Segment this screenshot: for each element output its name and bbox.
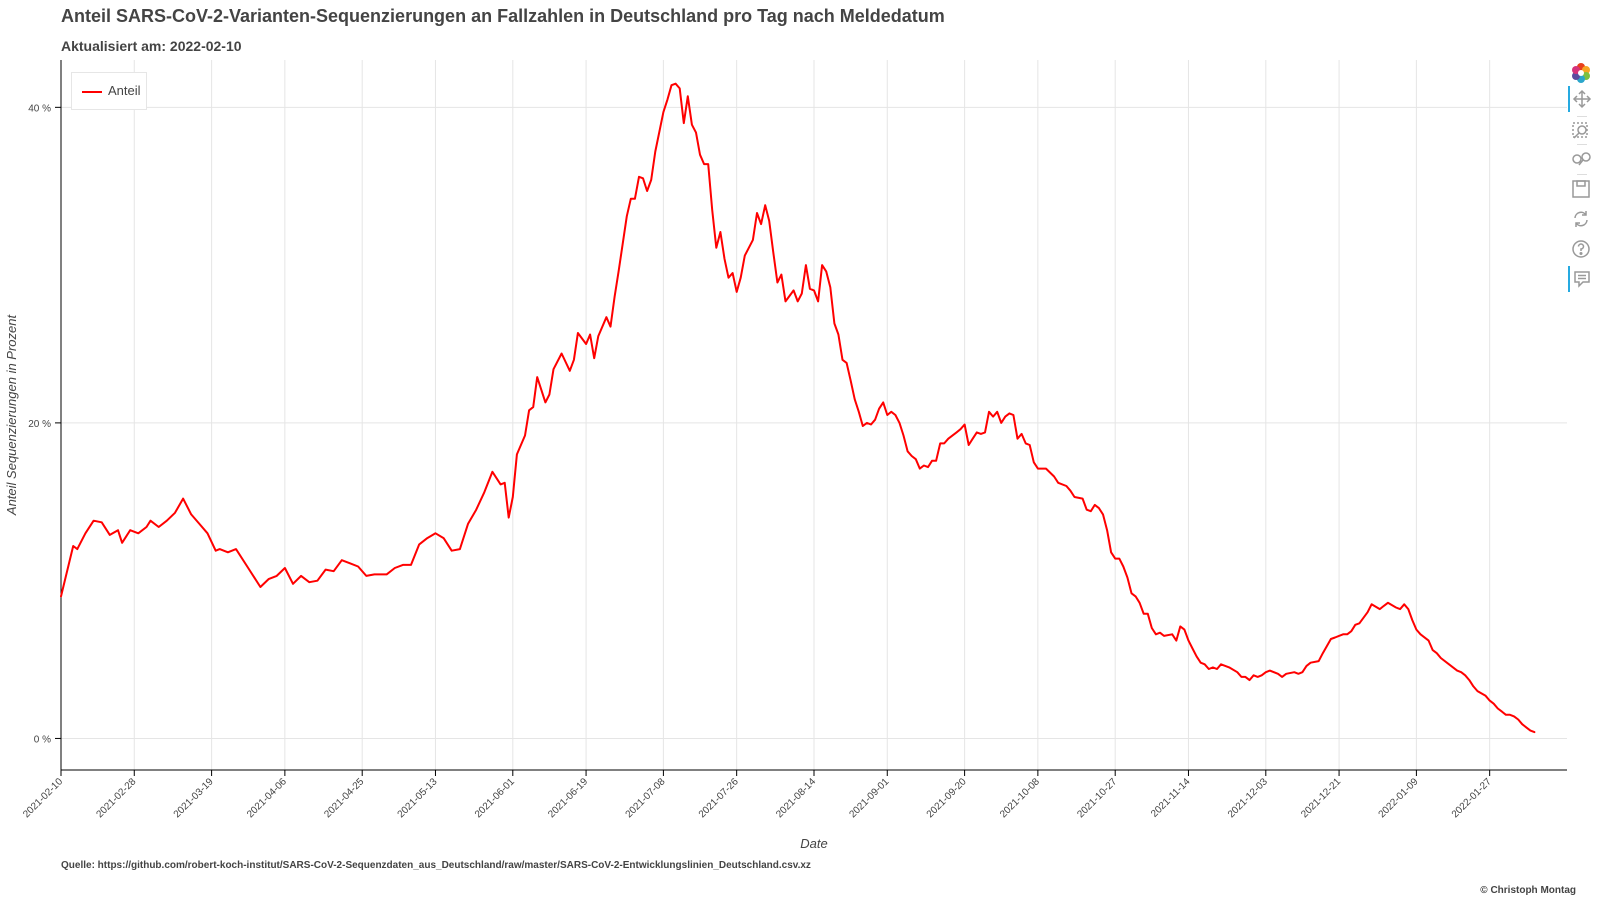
x-tick-label: 2021-12-03 (1226, 776, 1270, 820)
wheel-zoom-icon[interactable] (1568, 146, 1594, 172)
bokeh-logo-icon[interactable] (1568, 60, 1594, 86)
x-tick-label: 2022-01-09 (1377, 776, 1421, 820)
x-tick-label: 2021-07-26 (697, 776, 741, 820)
hover-icon[interactable] (1568, 266, 1596, 292)
chart-legend: Anteil (71, 72, 147, 110)
y-tick-label: 0 % (34, 734, 51, 745)
x-tick-label: 2021-04-06 (245, 776, 289, 820)
x-axis-title: Date (800, 836, 827, 851)
y-tick-label: 40 % (28, 103, 51, 114)
x-tick-label: 2021-10-27 (1075, 776, 1119, 820)
x-tick-label: 2021-05-13 (396, 776, 440, 820)
x-tick-label: 2021-06-19 (546, 776, 590, 820)
x-tick-label: 2021-09-20 (925, 776, 969, 820)
chart-grid (60, 60, 1567, 770)
x-tick-label: 2021-08-14 (774, 776, 818, 820)
x-tick-label: 2021-06-01 (473, 776, 517, 820)
copyright-note: © Christoph Montag (1480, 885, 1576, 896)
save-icon[interactable] (1568, 176, 1594, 202)
x-tick-label: 2021-03-19 (172, 776, 216, 820)
x-tick-label: 2021-04-25 (322, 776, 366, 820)
chart-series (60, 82, 1536, 734)
chart-title: Anteil SARS-CoV-2-Varianten-Sequenzierun… (61, 6, 945, 26)
x-tick-label: 2021-02-28 (94, 776, 138, 820)
x-tick-label: 2022-01-27 (1450, 776, 1494, 820)
reset-icon[interactable] (1568, 206, 1594, 232)
x-tick-label: 2021-09-01 (847, 776, 891, 820)
y-tick-label: 20 % (28, 419, 51, 430)
legend-label: Anteil (108, 83, 141, 98)
help-icon[interactable] (1568, 236, 1594, 262)
pan-icon[interactable] (1568, 86, 1596, 112)
chart-axes (55, 60, 1567, 776)
x-tick-label: 2021-11-14 (1149, 776, 1193, 820)
legend-swatch (82, 91, 102, 93)
chart-subtitle: Aktualisiert am: 2022-02-10 (61, 38, 242, 54)
x-tick-label: 2021-02-10 (21, 776, 65, 820)
x-tick-label: 2021-12-21 (1299, 776, 1343, 820)
source-note: Quelle: https://github.com/robert-koch-i… (61, 860, 811, 871)
box-zoom-icon[interactable] (1568, 118, 1594, 144)
x-tick-label: 2021-07-08 (624, 776, 668, 820)
y-axis-title: Anteil Sequenzierungen in Prozent (4, 314, 19, 517)
x-tick-label: 2021-10-08 (998, 776, 1042, 820)
series-line-anteil (60, 82, 1536, 734)
